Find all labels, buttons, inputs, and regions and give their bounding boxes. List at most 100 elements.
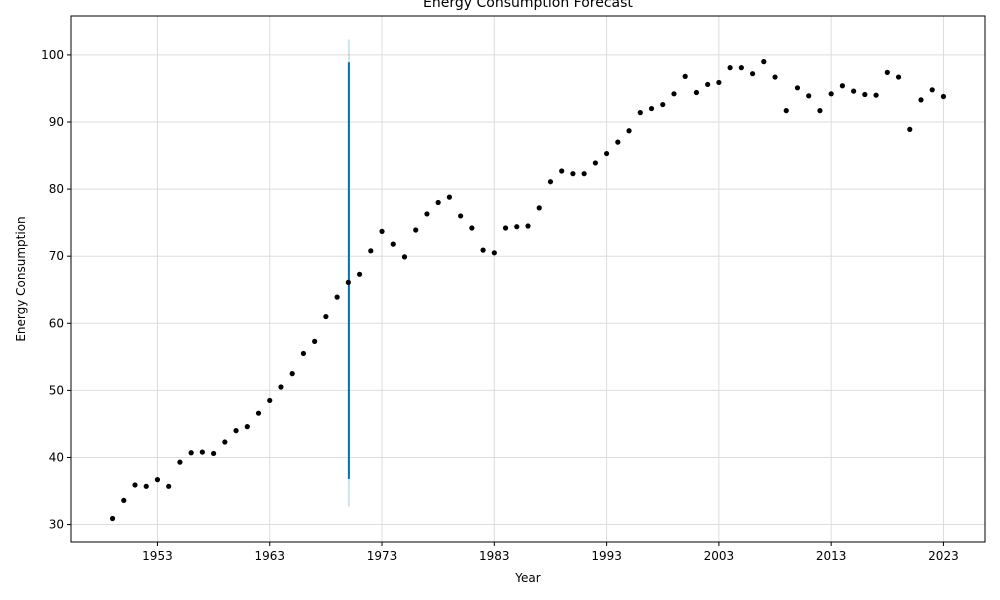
data-point xyxy=(615,139,621,145)
data-point xyxy=(794,85,801,91)
data-point xyxy=(682,73,688,79)
data-point xyxy=(480,247,486,253)
x-axis-label: Year xyxy=(514,571,540,585)
data-point xyxy=(918,97,924,103)
data-point xyxy=(188,450,194,456)
data-point xyxy=(547,179,554,185)
data-point xyxy=(693,89,700,96)
y-tick-label: 50 xyxy=(49,383,64,397)
y-tick-label: 40 xyxy=(49,450,64,464)
x-tick-label: 2013 xyxy=(816,549,847,563)
data-point xyxy=(895,74,902,80)
chart-title: Energy Consumption Forecast xyxy=(423,0,633,11)
data-point xyxy=(637,110,643,116)
plot-frame xyxy=(70,15,986,543)
y-tick-label: 60 xyxy=(49,316,64,330)
x-tick-label: 1963 xyxy=(254,549,285,563)
data-point xyxy=(368,248,374,254)
data-point xyxy=(300,350,307,357)
data-point xyxy=(783,107,789,114)
y-axis-ticks: 30 40 50 60 70 80 90 100 xyxy=(41,48,71,532)
data-point xyxy=(603,150,610,157)
data-point xyxy=(761,59,767,65)
data-point xyxy=(940,93,947,100)
data-point xyxy=(413,227,419,233)
data-point xyxy=(379,228,385,234)
data-point xyxy=(312,338,318,344)
data-point xyxy=(884,69,890,75)
data-point xyxy=(267,397,273,404)
x-axis-ticks: 1953 1963 1973 1983 1993 2003 2013 2023 xyxy=(142,542,959,563)
data-point xyxy=(648,105,655,112)
data-point xyxy=(581,171,587,177)
data-point xyxy=(143,483,149,489)
y-tick-label: 80 xyxy=(49,182,64,196)
data-point xyxy=(772,74,778,80)
data-point xyxy=(749,71,756,77)
data-point xyxy=(424,211,430,217)
data-point xyxy=(705,81,711,88)
forecast-layer xyxy=(347,39,350,507)
data-point xyxy=(446,194,453,200)
data-point xyxy=(109,515,116,522)
data-point xyxy=(862,91,868,98)
data-point xyxy=(873,92,879,98)
data-point xyxy=(458,213,464,219)
data-point xyxy=(278,384,284,390)
x-tick-label: 1983 xyxy=(479,549,510,563)
data-point xyxy=(660,101,666,108)
data-point xyxy=(154,477,161,483)
data-point xyxy=(907,126,913,132)
y-tick-label: 70 xyxy=(49,249,64,263)
data-points xyxy=(109,59,947,522)
data-point xyxy=(469,225,475,231)
data-point xyxy=(166,483,172,489)
data-point xyxy=(435,199,441,206)
data-point xyxy=(177,459,183,465)
data-point xyxy=(716,79,722,86)
data-point xyxy=(592,160,598,166)
data-point xyxy=(401,254,408,260)
data-point xyxy=(345,279,351,285)
y-axis-label: Energy Consumption xyxy=(14,216,28,341)
data-point xyxy=(727,65,733,71)
x-tick-label: 1953 xyxy=(142,549,173,563)
data-point xyxy=(244,424,250,430)
y-tick-label: 100 xyxy=(41,48,64,62)
data-point xyxy=(211,450,217,457)
data-point xyxy=(356,271,363,277)
x-tick-label: 2003 xyxy=(704,549,735,563)
data-point xyxy=(839,83,845,89)
data-point xyxy=(570,171,576,177)
data-point xyxy=(738,65,744,71)
data-point xyxy=(199,449,205,455)
data-point xyxy=(828,91,834,97)
data-point xyxy=(806,93,812,99)
data-point xyxy=(671,91,677,97)
data-point xyxy=(289,370,295,377)
x-tick-label: 2023 xyxy=(928,549,959,563)
data-point xyxy=(626,128,632,134)
data-point xyxy=(817,107,823,114)
data-point xyxy=(559,168,565,174)
data-point xyxy=(255,410,262,416)
y-tick-label: 90 xyxy=(49,115,64,129)
grid-lines xyxy=(71,16,985,542)
data-point xyxy=(851,88,857,94)
data-point xyxy=(323,313,329,320)
data-point xyxy=(390,241,396,247)
data-point xyxy=(121,497,127,504)
data-point xyxy=(929,87,935,93)
x-tick-label: 1993 xyxy=(591,549,622,563)
data-point xyxy=(491,250,497,256)
data-point xyxy=(334,294,340,300)
data-point xyxy=(525,223,531,229)
data-point xyxy=(536,205,542,211)
y-tick-label: 30 xyxy=(49,518,64,532)
data-point xyxy=(222,439,228,445)
x-tick-label: 1973 xyxy=(367,549,398,563)
data-point xyxy=(514,224,520,230)
data-point xyxy=(132,482,138,488)
